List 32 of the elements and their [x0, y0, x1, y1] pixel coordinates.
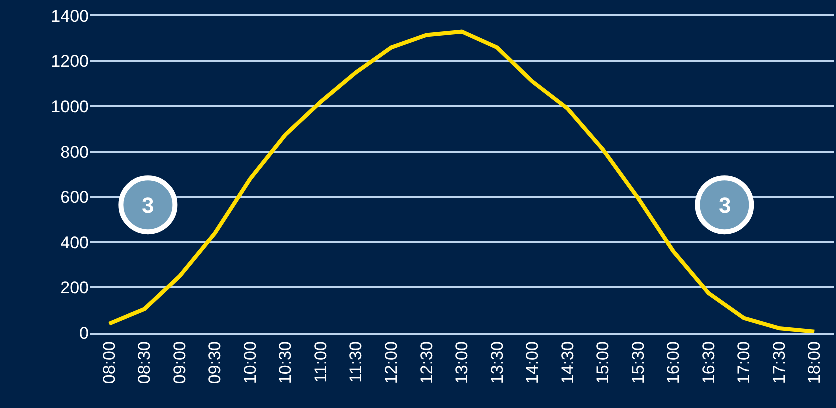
x-tick-label: 12:00 [382, 342, 402, 384]
x-tick-label: 13:00 [452, 342, 472, 384]
x-tick-label: 17:30 [770, 342, 789, 384]
x-tick-label: 08:00 [100, 342, 119, 384]
x-tick-label: 15:30 [628, 342, 648, 384]
x-tick-label: 14:00 [523, 342, 542, 384]
x-tick-label: 11:30 [346, 342, 366, 383]
y-tick-label: 800 [60, 142, 89, 162]
x-tick-label: 10:00 [240, 342, 260, 384]
line-series [107, 30, 817, 333]
x-tick-label: 18:00 [805, 342, 824, 384]
x-tick-label: 15:00 [594, 342, 613, 384]
x-tick-label: 11:00 [311, 342, 330, 383]
y-tick-label: 400 [60, 233, 89, 252]
x-tick-label: 10:30 [276, 342, 296, 384]
x-tick-label: 16:00 [664, 342, 684, 384]
y-tick-label: 600 [60, 188, 89, 208]
x-tick-label: 13:30 [488, 342, 507, 384]
x-tick-label: 17:00 [734, 342, 754, 384]
y-tick-label: 0 [80, 324, 89, 343]
annotation: 3 [719, 193, 732, 218]
annotation: 3 [142, 193, 154, 218]
y-tick-label: 200 [60, 278, 89, 298]
x-tick-label: 16:30 [699, 342, 718, 384]
y-tick-label: 1200 [51, 52, 89, 72]
x-tick-label: 12:30 [417, 342, 436, 384]
x-tick-label: 14:30 [558, 342, 578, 384]
x-tick-label: 09:00 [170, 342, 190, 384]
x-tick-label: 09:30 [206, 342, 225, 384]
y-tick-label: 1400 [51, 6, 89, 26]
x-tick-label: 08:30 [135, 342, 154, 384]
y-tick-label: 1000 [51, 98, 89, 117]
